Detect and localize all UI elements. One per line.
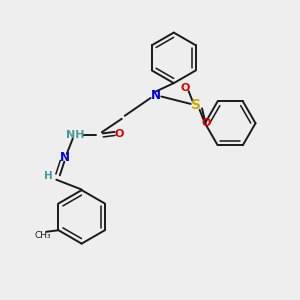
Text: H: H <box>44 171 52 181</box>
Text: O: O <box>202 118 211 128</box>
Text: NH: NH <box>66 130 85 140</box>
Text: S: S <box>191 98 201 112</box>
Text: N: N <box>151 88 161 101</box>
Text: N: N <box>60 151 70 164</box>
Text: O: O <box>114 129 124 139</box>
Text: O: O <box>181 82 190 93</box>
Text: CH₃: CH₃ <box>34 231 51 240</box>
